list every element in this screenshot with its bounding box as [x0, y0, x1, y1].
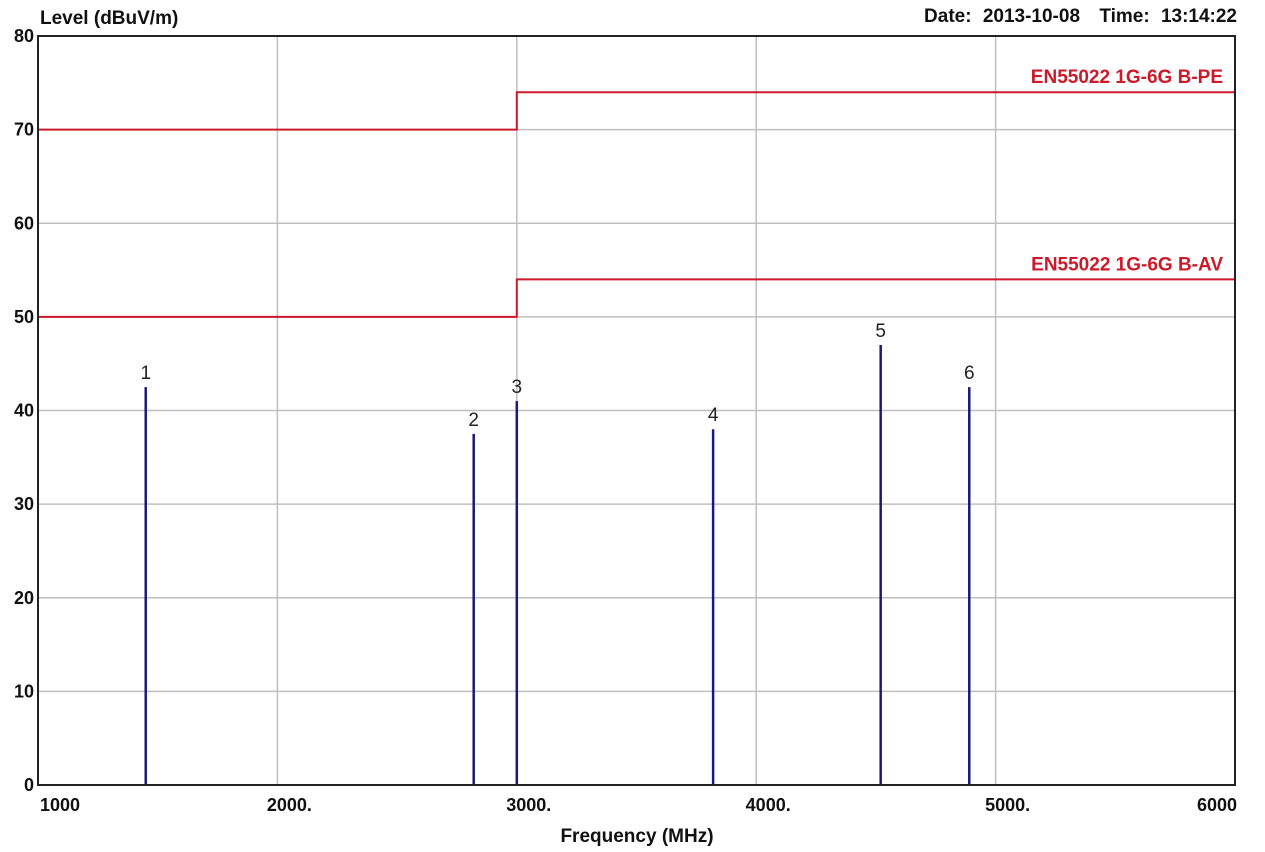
y-tick-label: 70 — [14, 120, 34, 140]
y-tick-label: 30 — [14, 494, 34, 514]
y-tick-label: 20 — [14, 588, 34, 608]
marker-label: 1 — [140, 363, 151, 384]
x-tick-labels: 1000 2000. 3000. 4000. 5000. 6000 — [40, 795, 1237, 815]
y-tick-label: 10 — [14, 681, 34, 701]
plot-frame — [37, 35, 1236, 786]
time-value: 13:14:22 — [1161, 6, 1237, 27]
limit-lines: EN55022 1G-6G B-PE EN55022 1G-6G B-AV — [38, 67, 1235, 318]
limit-line — [38, 278, 1235, 318]
x-tick-label: 2000. — [267, 795, 312, 815]
y-tick-label: 40 — [14, 401, 34, 421]
date-label: Date: — [924, 6, 972, 27]
marker-label: 6 — [964, 363, 975, 384]
grid-lines — [38, 36, 1235, 785]
marker-label: 2 — [468, 410, 479, 431]
x-tick-label: 3000. — [506, 795, 551, 815]
date-value: 2013-10-08 — [983, 6, 1080, 27]
x-tick-label: 5000. — [985, 795, 1030, 815]
date-time-header: Date: 2013-10-08 Time: 13:14:22 — [924, 6, 1237, 27]
y-tick-labels: 0 10 20 30 40 50 60 70 80 — [14, 26, 34, 795]
y-tick-label: 60 — [14, 213, 34, 233]
x-tick-label: 4000. — [746, 795, 791, 815]
emission-markers: 1 2 3 4 5 6 — [140, 321, 975, 785]
time-label: Time: — [1099, 6, 1149, 27]
y-tick-label: 50 — [14, 307, 34, 327]
y-tick-label: 80 — [14, 26, 34, 46]
limit-line-label: EN55022 1G-6G B-AV — [1031, 254, 1223, 275]
marker-label: 3 — [512, 377, 523, 398]
y-axis-label: Level (dBuV/m) — [40, 8, 178, 29]
marker-label: 5 — [875, 321, 886, 342]
limit-line — [38, 91, 1235, 131]
y-tick-label: 0 — [24, 775, 34, 795]
marker-label: 4 — [708, 405, 719, 426]
limit-line-label: EN55022 1G-6G B-PE — [1031, 67, 1223, 88]
x-axis-label: Frequency (MHz) — [560, 826, 713, 847]
x-tick-label: 1000 — [40, 795, 80, 815]
x-tick-label: 6000 — [1197, 795, 1237, 815]
